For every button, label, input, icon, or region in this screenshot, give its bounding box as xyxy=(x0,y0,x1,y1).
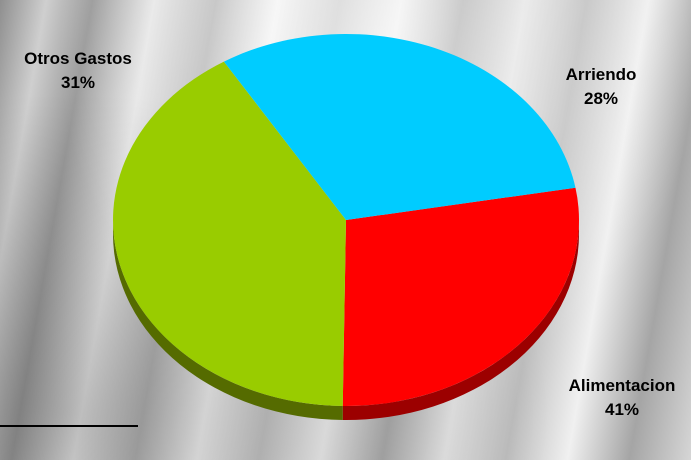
pie-slice-alimentacion xyxy=(112,61,347,406)
pie-slice-otros-gastos xyxy=(223,34,576,220)
decorative-line xyxy=(0,425,138,427)
slice-percent-label: 28% xyxy=(584,89,618,108)
slice-percent-label: 31% xyxy=(61,73,95,92)
slice-label-otros-gastos: Otros Gastos 31% xyxy=(24,49,132,92)
slice-category-label: Otros Gastos xyxy=(24,49,132,68)
pie-labels-layer: Arriendo 28% Alimentacion 41% Otros Gastos 31… xyxy=(24,49,675,419)
slice-label-arriendo: Arriendo 28% xyxy=(566,65,637,108)
slice-label-alimentacion: Alimentacion 41% xyxy=(569,376,676,419)
slice-percent-label: 41% xyxy=(605,400,639,419)
pie-slice-arriendo xyxy=(342,187,579,406)
pie-slices-layer xyxy=(112,34,579,406)
slice-category-label: Arriendo xyxy=(566,65,637,84)
slice-category-label: Alimentacion xyxy=(569,376,676,395)
